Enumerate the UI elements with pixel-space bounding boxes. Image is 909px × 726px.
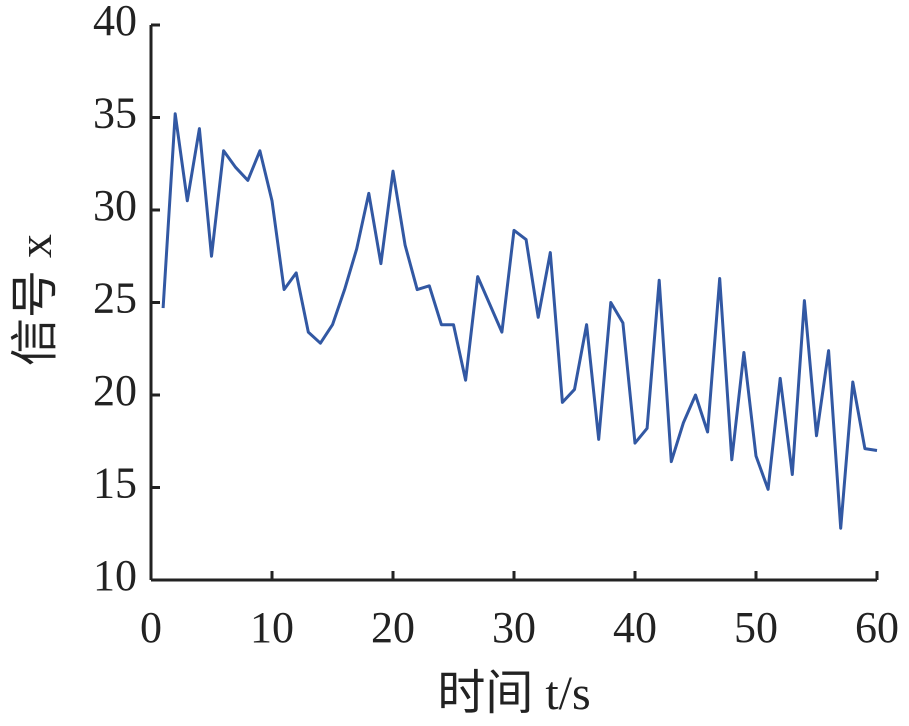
y-axis-label: 信号 x	[9, 234, 62, 366]
x-tick-label: 60	[855, 603, 899, 652]
y-tick-label: 35	[93, 89, 137, 138]
x-tick-label: 40	[613, 603, 657, 652]
y-tick-label: 25	[93, 274, 137, 323]
x-tick-label: 50	[734, 603, 778, 652]
y-tick-label: 20	[93, 366, 137, 415]
y-tick-label: 40	[93, 0, 137, 45]
x-tick-label: 10	[250, 603, 294, 652]
x-tick-label: 20	[371, 603, 415, 652]
y-tick-label: 15	[93, 459, 137, 508]
x-axis-label: 时间 t/s	[437, 667, 590, 720]
x-tick-label: 0	[140, 603, 162, 652]
x-tick-label: 30	[492, 603, 536, 652]
y-tick-label: 10	[93, 551, 137, 600]
y-tick-label: 30	[93, 181, 137, 230]
data-line	[161, 112, 878, 530]
